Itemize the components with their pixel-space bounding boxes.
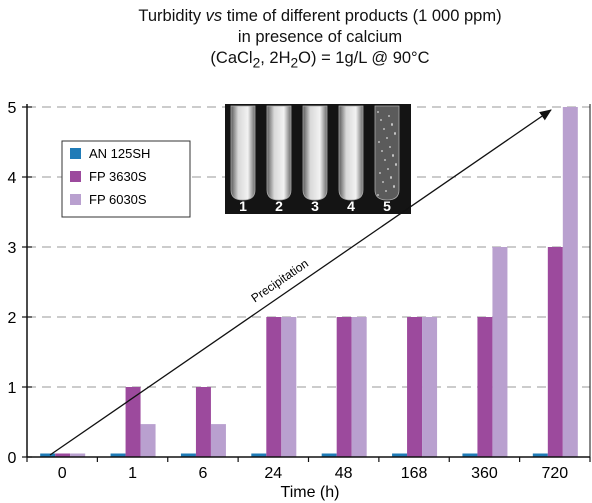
tube bbox=[302, 105, 328, 201]
bar bbox=[532, 453, 548, 457]
precipitation-arrow bbox=[49, 109, 552, 456]
y-tick-label: 0 bbox=[8, 450, 17, 467]
legend-swatch bbox=[70, 171, 81, 182]
x-axis-label: Time (h) bbox=[281, 484, 340, 501]
x-tick-label: 1 bbox=[128, 465, 137, 482]
x-tick-label: 168 bbox=[401, 465, 428, 482]
bar bbox=[462, 453, 478, 457]
y-tick-label: 1 bbox=[8, 380, 17, 397]
title-line-2: in presence of calcium bbox=[237, 28, 403, 46]
precipitate-speck bbox=[382, 181, 384, 183]
x-tick-label: 0 bbox=[58, 465, 67, 482]
precipitate-speck bbox=[381, 150, 383, 152]
x-tick-label: 6 bbox=[198, 465, 207, 482]
tube-label: 4 bbox=[347, 198, 355, 214]
tube-body bbox=[266, 105, 292, 201]
bar bbox=[110, 453, 126, 457]
bar bbox=[492, 247, 508, 457]
precipitate-speck bbox=[380, 119, 382, 121]
legend-label: FP 6030S bbox=[89, 192, 147, 207]
bar bbox=[422, 317, 438, 457]
tube-label: 2 bbox=[275, 198, 283, 214]
precipitate-speck bbox=[386, 137, 388, 139]
bar bbox=[321, 453, 337, 457]
precipitate-speck bbox=[390, 176, 392, 178]
x-tick-label: 48 bbox=[335, 465, 353, 482]
x-tick-label: 24 bbox=[264, 465, 282, 482]
precipitate-speck bbox=[389, 146, 391, 148]
precipitate-speck bbox=[391, 123, 393, 125]
precipitate-speck bbox=[395, 163, 397, 165]
bar bbox=[140, 424, 156, 457]
bar bbox=[336, 317, 352, 457]
tube bbox=[230, 105, 256, 201]
bar bbox=[351, 317, 367, 457]
precipitate-speck bbox=[392, 154, 394, 156]
x-tick-label: 720 bbox=[541, 465, 568, 482]
bar bbox=[562, 107, 578, 457]
x-tick-label: 360 bbox=[471, 465, 498, 482]
y-tick-label: 2 bbox=[8, 310, 17, 327]
precipitate-speck bbox=[385, 190, 387, 192]
tube bbox=[338, 105, 364, 201]
bar bbox=[266, 317, 282, 457]
precipitate-speck bbox=[377, 194, 379, 196]
precipitate-speck bbox=[377, 111, 379, 113]
bar bbox=[251, 453, 267, 457]
bar bbox=[547, 247, 563, 457]
legend bbox=[61, 140, 191, 218]
bar bbox=[70, 453, 86, 457]
title-line-1: Turbidity vs time of different products … bbox=[138, 7, 502, 25]
bar bbox=[125, 387, 141, 457]
tube bbox=[374, 105, 400, 201]
precipitate-speck bbox=[388, 115, 390, 117]
bar bbox=[40, 453, 56, 457]
bar bbox=[55, 453, 71, 457]
legend-label: FP 3630S bbox=[89, 169, 147, 184]
precipitate-speck bbox=[384, 159, 386, 161]
legend-swatch bbox=[70, 194, 81, 205]
y-tick-label: 3 bbox=[8, 240, 17, 257]
tube bbox=[266, 105, 292, 201]
precipitate-speck bbox=[383, 128, 385, 130]
bar bbox=[281, 317, 297, 457]
legend-swatch bbox=[70, 148, 81, 159]
precipitate-speck bbox=[387, 168, 389, 170]
bar bbox=[180, 453, 196, 457]
y-tick-label: 4 bbox=[8, 170, 17, 187]
title-line-3: (CaCl2, 2H2O) = 1g/L @ 90°C bbox=[210, 49, 430, 71]
tube-body bbox=[230, 105, 256, 201]
chart-title: Turbidity vs time of different products … bbox=[60, 6, 580, 73]
precipitate-speck bbox=[379, 172, 381, 174]
tube-body bbox=[374, 105, 400, 201]
precipitate-speck bbox=[378, 141, 380, 143]
tube-body bbox=[302, 105, 328, 201]
y-tick-label: 5 bbox=[8, 100, 17, 117]
bar bbox=[392, 453, 408, 457]
tube-label: 3 bbox=[311, 198, 319, 214]
precipitation-label: Precipitation bbox=[249, 256, 311, 305]
bar bbox=[407, 317, 423, 457]
tube-body bbox=[338, 105, 364, 201]
tube-label: 1 bbox=[239, 198, 247, 214]
bar bbox=[210, 424, 226, 457]
precipitate-speck bbox=[393, 185, 395, 187]
bar bbox=[195, 387, 211, 457]
precipitate-speck bbox=[394, 132, 396, 134]
bar bbox=[477, 317, 493, 457]
tube-label: 5 bbox=[383, 198, 391, 214]
legend-label: AN 125SH bbox=[89, 146, 150, 161]
